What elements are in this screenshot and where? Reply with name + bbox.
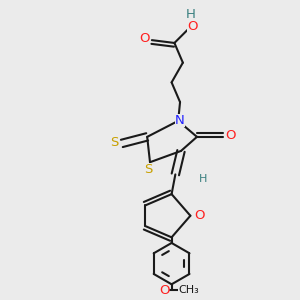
Text: O: O [194, 209, 205, 222]
Text: S: S [144, 163, 152, 176]
Text: O: O [226, 129, 236, 142]
Text: H: H [199, 174, 208, 184]
Text: O: O [187, 20, 197, 32]
Text: N: N [175, 114, 185, 128]
Text: S: S [110, 136, 118, 149]
Text: H: H [185, 8, 195, 21]
Text: CH₃: CH₃ [178, 285, 199, 295]
Text: O: O [159, 284, 169, 297]
Text: O: O [139, 32, 150, 45]
